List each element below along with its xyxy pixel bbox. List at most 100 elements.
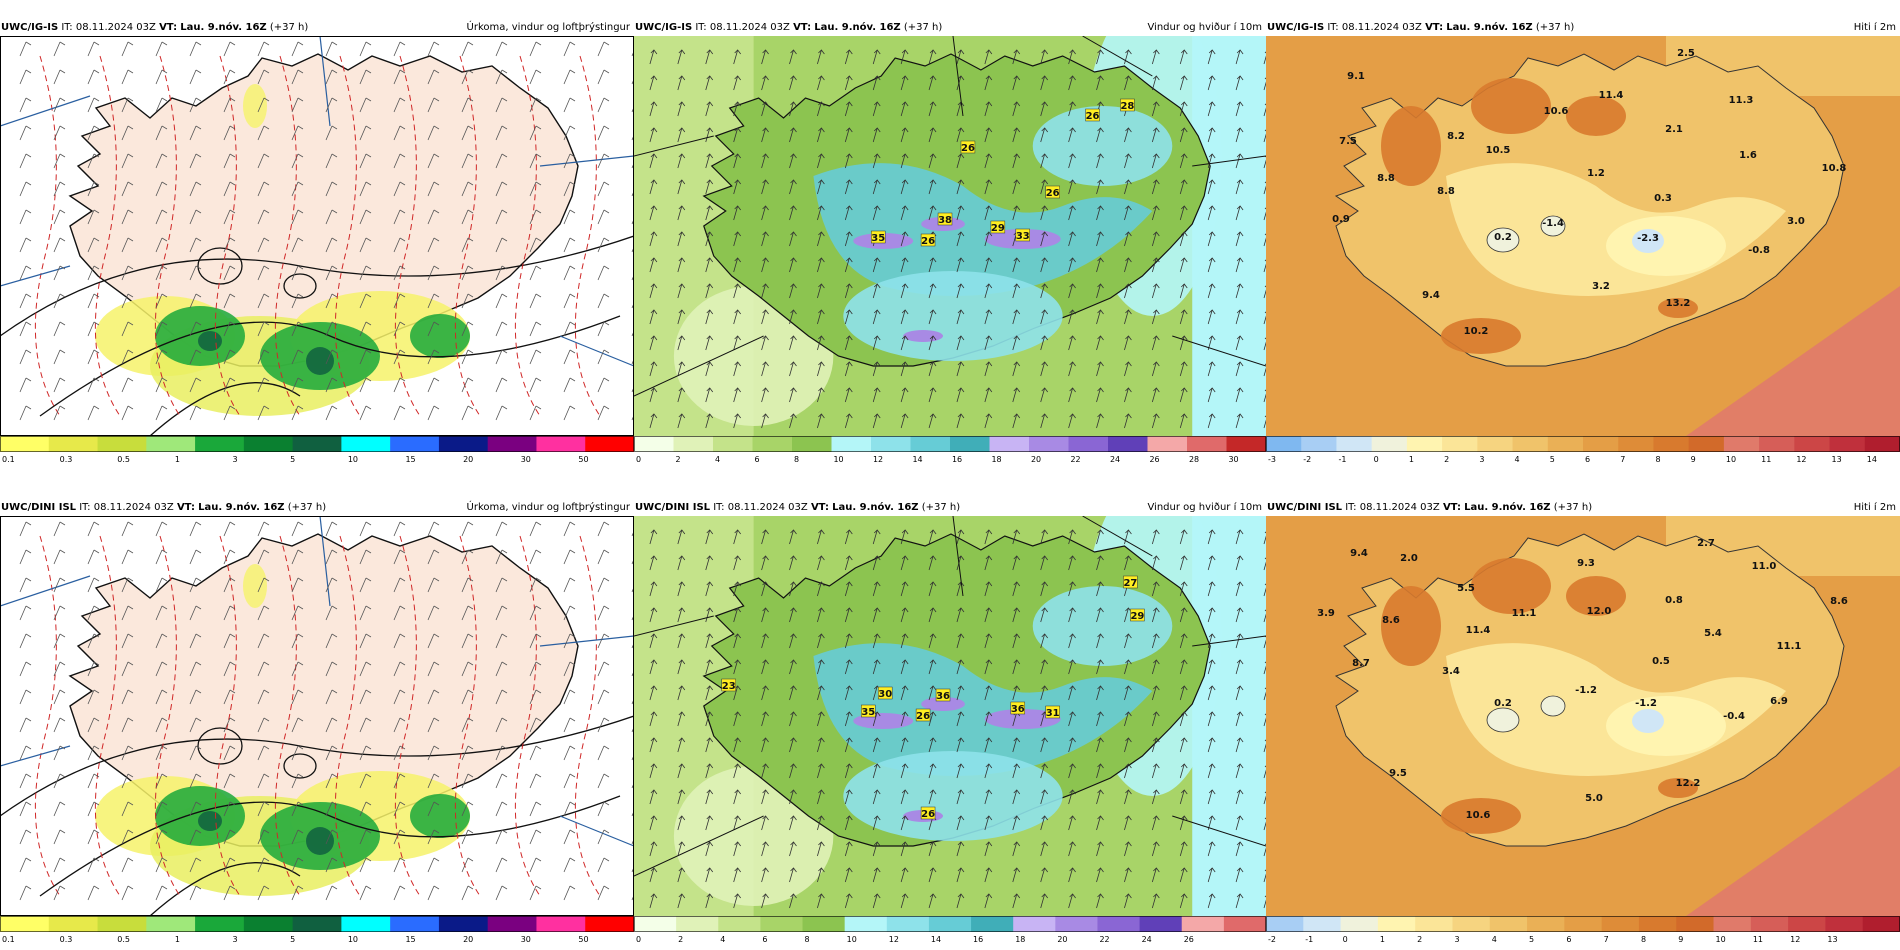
value-label-text: 9.1 [1347,71,1365,82]
colorbar-swatch [1371,436,1408,452]
wind-arrow [789,75,797,91]
wind-barb [155,857,168,873]
wind-barb [189,829,202,845]
colorbar-swatch [1512,436,1549,452]
wind-arrow [649,205,658,221]
it-label: IT: [1345,502,1357,513]
wind-arrow [1235,555,1244,571]
wind-barb [257,153,270,169]
wind-arrow [1124,49,1132,65]
wind-barb [189,773,202,789]
value-label: 2.5 [1677,48,1695,59]
temperature-map: 2.7 9.4 2.0 9.3 11.0 5.5 0.8 8.6 11.1 12.0 3.9 8.6 1… [1266,516,1900,916]
wind-barb [393,181,406,197]
wind-barb [53,349,66,365]
wind-barb [189,69,202,85]
wind-arrow [984,309,993,325]
wind-barb [495,209,508,225]
wind-arrow [984,257,993,273]
wind-arrow [928,413,937,429]
wind-barb [461,41,474,57]
colorbar-tick-label: 26 [1149,455,1159,464]
wind-arrow [705,127,714,143]
colorbar-swatch [1013,916,1056,932]
wind-barb [359,237,372,253]
colorbar-swatch [97,436,147,452]
colorbar-tick-label: 20 [1031,455,1041,464]
wind-arrow [872,361,881,377]
wind-arrow [1207,607,1216,623]
wind-barb [325,605,338,621]
wind-barb [121,857,134,873]
wind-barb [427,237,440,253]
colorbar-tick-label: 30 [521,935,531,944]
wind-barb [87,577,100,593]
value-label-text: 11.4 [1599,90,1624,101]
wind-barb [53,717,66,733]
precip-map [0,36,634,436]
wind-barb [291,181,304,197]
wind-arrow [1179,387,1188,403]
temp-area [1381,106,1441,186]
wind-arrow [1151,387,1160,403]
wind-barb [325,153,338,169]
wind-arrow [677,789,686,805]
value-label-text: -0.4 [1723,711,1745,722]
wind-barb [495,237,508,253]
wind-arrow [1151,737,1160,753]
wind-arrow [649,153,658,169]
colorbar-swatch [1377,916,1416,932]
colorbar-swatch [1223,916,1266,932]
value-label-text: -1.2 [1575,685,1597,696]
value-label-text: 26 [916,711,930,722]
panel-igis-temp: UWC/IG-IS IT: 08.11.2024 03Z VT: Lau. 9.… [1266,20,1900,464]
wind-barb [393,41,406,57]
wind-arrow [761,153,769,169]
wind-barb [563,829,576,845]
wind-barb [189,41,202,57]
wind-arrow [1179,867,1188,883]
colorbar-tick-label: 5 [290,455,295,464]
value-label-text: 5.0 [1585,793,1603,804]
wind-arrow [789,153,797,169]
wind-arrow [984,335,993,351]
wind-barb [359,405,372,421]
wind-arrow [872,127,881,143]
wind-arrow [761,283,769,299]
isobar [283,273,317,299]
temp-area [1486,227,1520,253]
wind-arrow [649,309,658,325]
wind-arrow [956,607,965,623]
colorbar-svg: 0.1 0.3 0.5 1 3 5 10 15 20 30 50 [0,916,634,944]
value-label-text: -1.2 [1635,698,1657,709]
isotherm [514,535,541,897]
colorbar-frame [0,916,634,932]
temp-band [1686,766,1900,916]
wind-arrow [928,607,937,623]
wind-barb [393,349,406,365]
colorbar-tick-label: 24 [1142,935,1152,944]
temp-area [1486,707,1520,733]
value-label: 1.6 [1739,150,1757,161]
wind-arrow [705,75,714,91]
grid-line [559,815,634,847]
wind-arrow [1179,309,1188,325]
wind-arrow [844,413,853,429]
wind-barb [155,405,168,421]
wind-arrow [677,659,686,675]
wind-barb [529,41,542,57]
value-label: -0.4 [1723,711,1745,722]
wind-arrow [705,101,714,117]
value-label-box [935,688,951,702]
wind-arrow [1040,127,1049,143]
wind-barb [359,633,372,649]
panel-title: Hiti í 2m [1853,502,1896,513]
wind-speed-area [843,271,1063,361]
grid-line [539,635,634,647]
wind-arrow [1179,893,1188,909]
colorbar-tick-label: 0 [636,935,641,944]
wind-arrow [1235,75,1244,91]
colorbar: 0 2 4 6 8 10 12 14 16 18 20 22 24 26 [634,916,1266,944]
wind-arrow [956,309,965,325]
wind-barb [563,41,576,57]
